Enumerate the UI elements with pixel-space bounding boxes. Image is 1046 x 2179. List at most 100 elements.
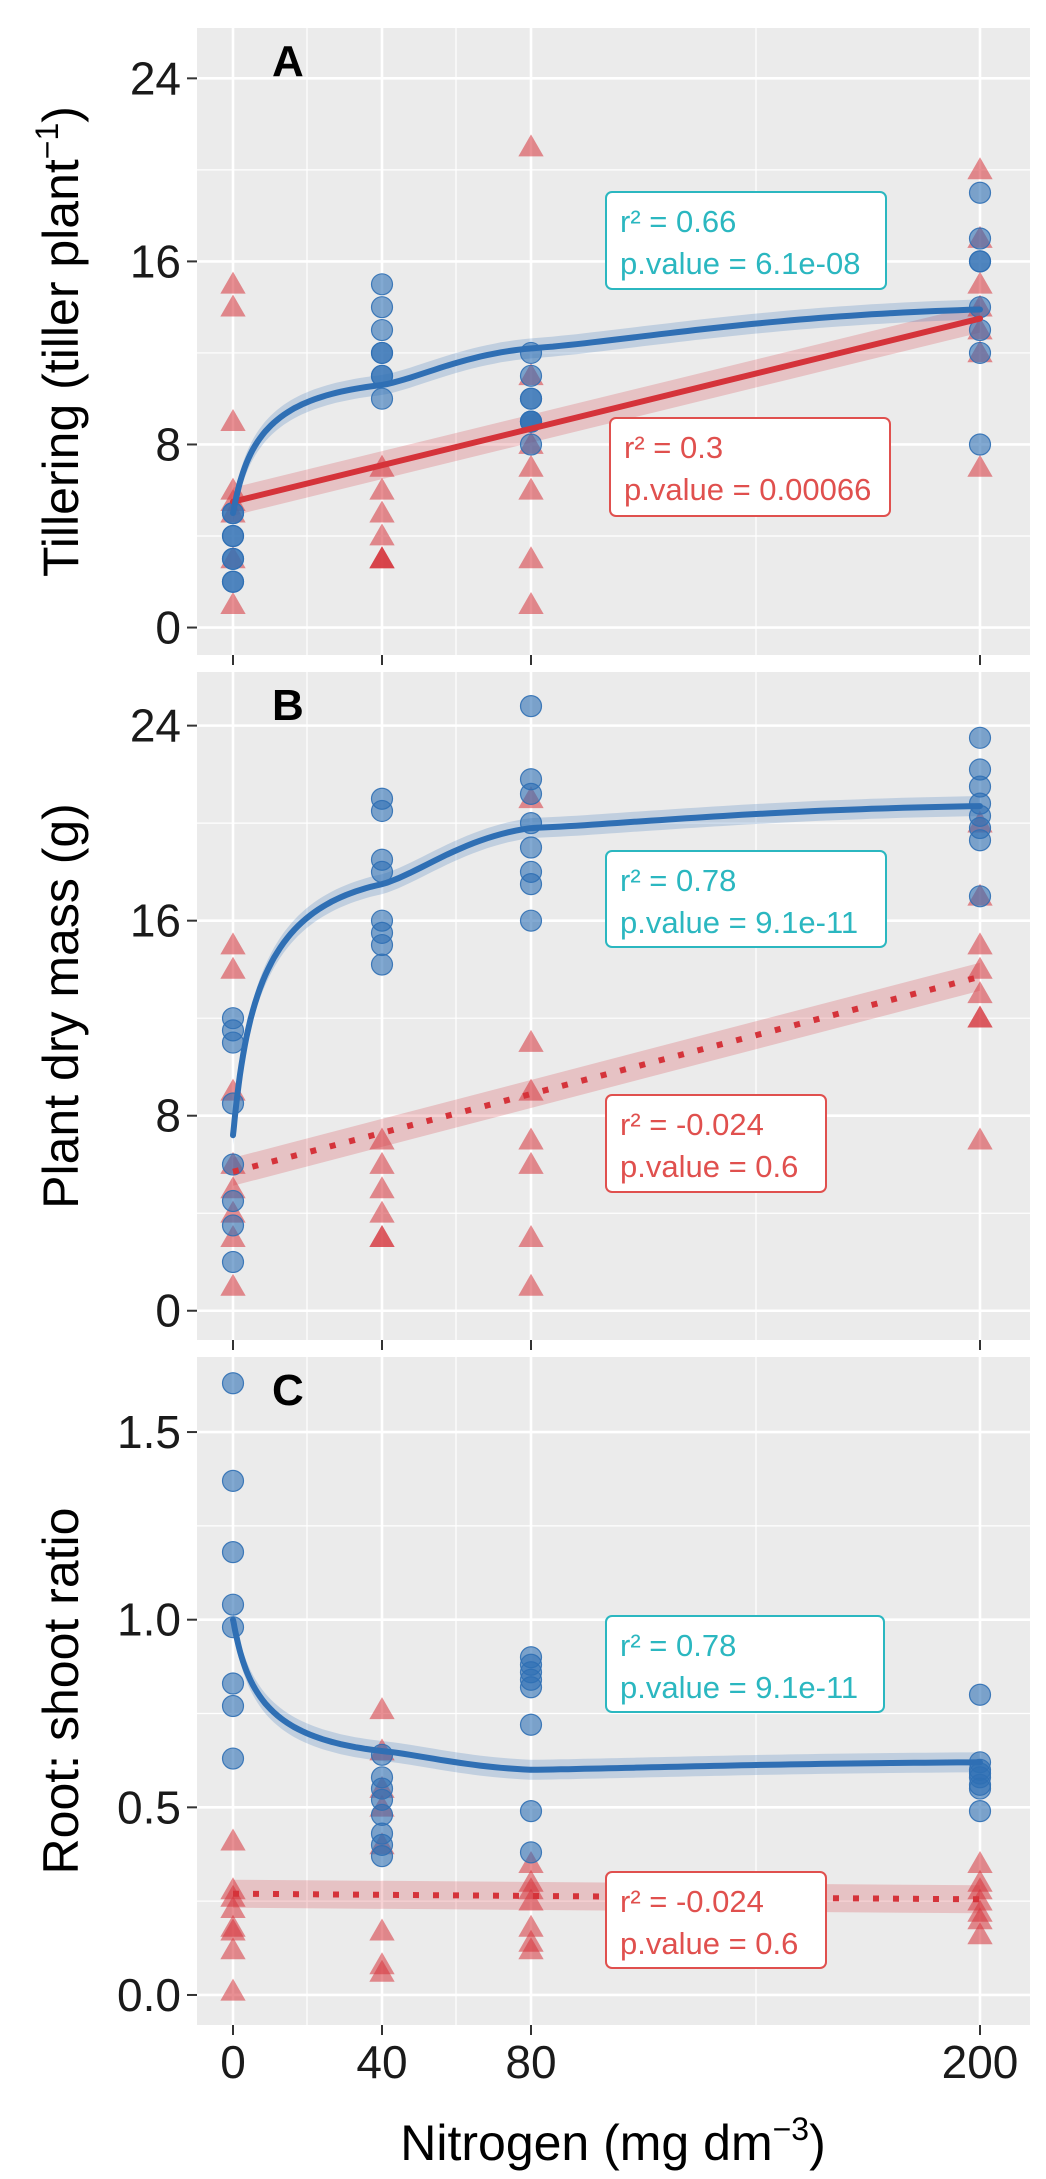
blue-circle-point [968, 433, 992, 456]
blue-circle-point [519, 1713, 543, 1736]
y-axis-title-text: Tillering (tiller plant [33, 159, 89, 577]
red-triangle-point [220, 1918, 246, 1941]
red-triangle-point [967, 157, 993, 180]
panel-letter: C [272, 1366, 304, 1415]
red-triangle-point [220, 271, 246, 294]
red-triangle-point [967, 1877, 993, 1900]
blue-circle-point [221, 570, 245, 593]
blue-circle-point [370, 933, 394, 957]
blue-stats-pvalue: p.value = 9.1e-11 [620, 905, 858, 940]
red-stats-box [609, 417, 891, 517]
red-stats-box [605, 1871, 827, 1969]
red-triangle-point [369, 1151, 395, 1174]
blue-stats-box [605, 191, 887, 290]
blue-circle-point [221, 1541, 245, 1564]
blue-circle-point [221, 1250, 245, 1274]
panel-c: 0.0 0.5 1.0 1.5 r² = 0.78 p.value = 9.1e-11 r²… [33, 1357, 1030, 2035]
red-triangle-point [220, 1273, 246, 1296]
red-stats-pvalue: p.value = 0.6 [620, 1149, 798, 1184]
blue-circle-point [221, 1747, 245, 1770]
red-triangle-point [220, 1978, 246, 2001]
red-stats-pvalue: p.value = 0.00066 [624, 472, 871, 507]
blue-fit-line [230, 306, 983, 517]
red-triangle-point [518, 1029, 544, 1052]
blue-circle-point [221, 1469, 245, 1492]
red-stats-r2: r² = -0.024 [620, 1107, 764, 1142]
red-stats-r2: r² = 0.3 [624, 430, 723, 465]
y-tick-label: 8 [155, 418, 181, 470]
red-triangle-point [518, 1151, 544, 1174]
panel-b: 0 8 16 24 r² = 0.78 p.value = 9.1e-11 r² = -0.… [33, 672, 1030, 1350]
panel-a: 0 8 16 24 r² = 0.66 p.value = 6.1e-08 r² = 0.3… [29, 28, 1030, 665]
x-tick-label: 0 [220, 2036, 246, 2088]
red-triangle-point [518, 454, 544, 477]
red-triangle-point [369, 546, 395, 569]
blue-circle-point [968, 885, 992, 908]
red-fit-line [232, 1890, 981, 1903]
blue-circle-point [519, 873, 543, 896]
blue-circle-point [221, 1593, 245, 1616]
red-triangle-point [967, 454, 993, 477]
y-axis-title: Root: shoot ratio [33, 1508, 89, 1875]
red-triangle-point [967, 1127, 993, 1150]
blue-circle-point [519, 1676, 543, 1699]
red-fit-line [230, 315, 983, 505]
red-triangle-point [518, 1127, 544, 1150]
blue-fit-ribbon [233, 299, 980, 524]
red-triangle-point [518, 134, 544, 157]
blue-circle-point [221, 1372, 245, 1395]
blue-fit-line [230, 803, 983, 1139]
panel-background [197, 672, 1030, 1340]
x-axis-title-close: ) [809, 2115, 826, 2171]
blue-circle-point [968, 341, 992, 365]
blue-stats-pvalue: p.value = 6.1e-08 [620, 246, 860, 281]
blue-stats-pvalue: p.value = 9.1e-11 [620, 1670, 858, 1705]
red-triangle-point [967, 956, 993, 979]
y-axis-title-superscript: −1 [29, 123, 65, 159]
blue-circle-point [968, 250, 992, 273]
blue-circle-point [968, 181, 992, 204]
red-triangle-point [220, 932, 246, 955]
red-triangle-point [369, 1918, 395, 1941]
red-triangle-point [518, 477, 544, 500]
blue-fit-line [230, 1616, 983, 1773]
red-triangle-point [518, 1224, 544, 1247]
red-triangle-point [220, 956, 246, 979]
y-axis-title-close: ) [33, 106, 89, 123]
red-triangle-point [369, 1697, 395, 1720]
blue-circle-point [519, 1841, 543, 1864]
red-triangle-point [967, 1850, 993, 1873]
panel-letter: A [272, 37, 304, 86]
red-triangle-point [220, 1937, 246, 1960]
y-tick-label: 24 [130, 700, 181, 752]
x-tick-label: 40 [356, 2036, 407, 2088]
blue-circle-point [221, 547, 245, 570]
x-axis: 0 40 80 200 Nitrogen (mg dm−3) [220, 2036, 1018, 2171]
blue-circle-point [519, 695, 543, 718]
y-tick-label: 8 [155, 1090, 181, 1142]
red-triangle-point [369, 477, 395, 500]
red-triangle-point [518, 1273, 544, 1296]
red-triangle-point [369, 1959, 395, 1982]
red-fit-ribbon [233, 962, 980, 1186]
x-axis-title: Nitrogen (mg dm−3) [400, 2111, 825, 2171]
red-triangle-point [220, 592, 246, 615]
blue-circle-point [968, 1777, 992, 1800]
red-triangle-point [220, 1896, 246, 1919]
blue-circle-point [370, 296, 394, 319]
x-tick-label: 200 [942, 2036, 1019, 2088]
blue-stats-r2: r² = 0.66 [620, 204, 736, 239]
blue-circle-point [221, 1031, 245, 1054]
red-triangle-point [967, 271, 993, 294]
blue-circle-point [221, 1153, 245, 1176]
blue-circle-point [370, 273, 394, 296]
red-stats-r2: r² = -0.024 [620, 1884, 764, 1919]
x-axis-title-text: Nitrogen (mg dm [400, 2115, 772, 2171]
red-triangle-point [220, 408, 246, 431]
blue-circle-point [519, 364, 543, 387]
blue-circle-point [370, 1803, 394, 1826]
red-triangle-point [369, 1200, 395, 1223]
blue-circle-point [221, 1672, 245, 1695]
blue-circle-point [519, 433, 543, 456]
blue-stats-r2: r² = 0.78 [620, 1628, 736, 1663]
